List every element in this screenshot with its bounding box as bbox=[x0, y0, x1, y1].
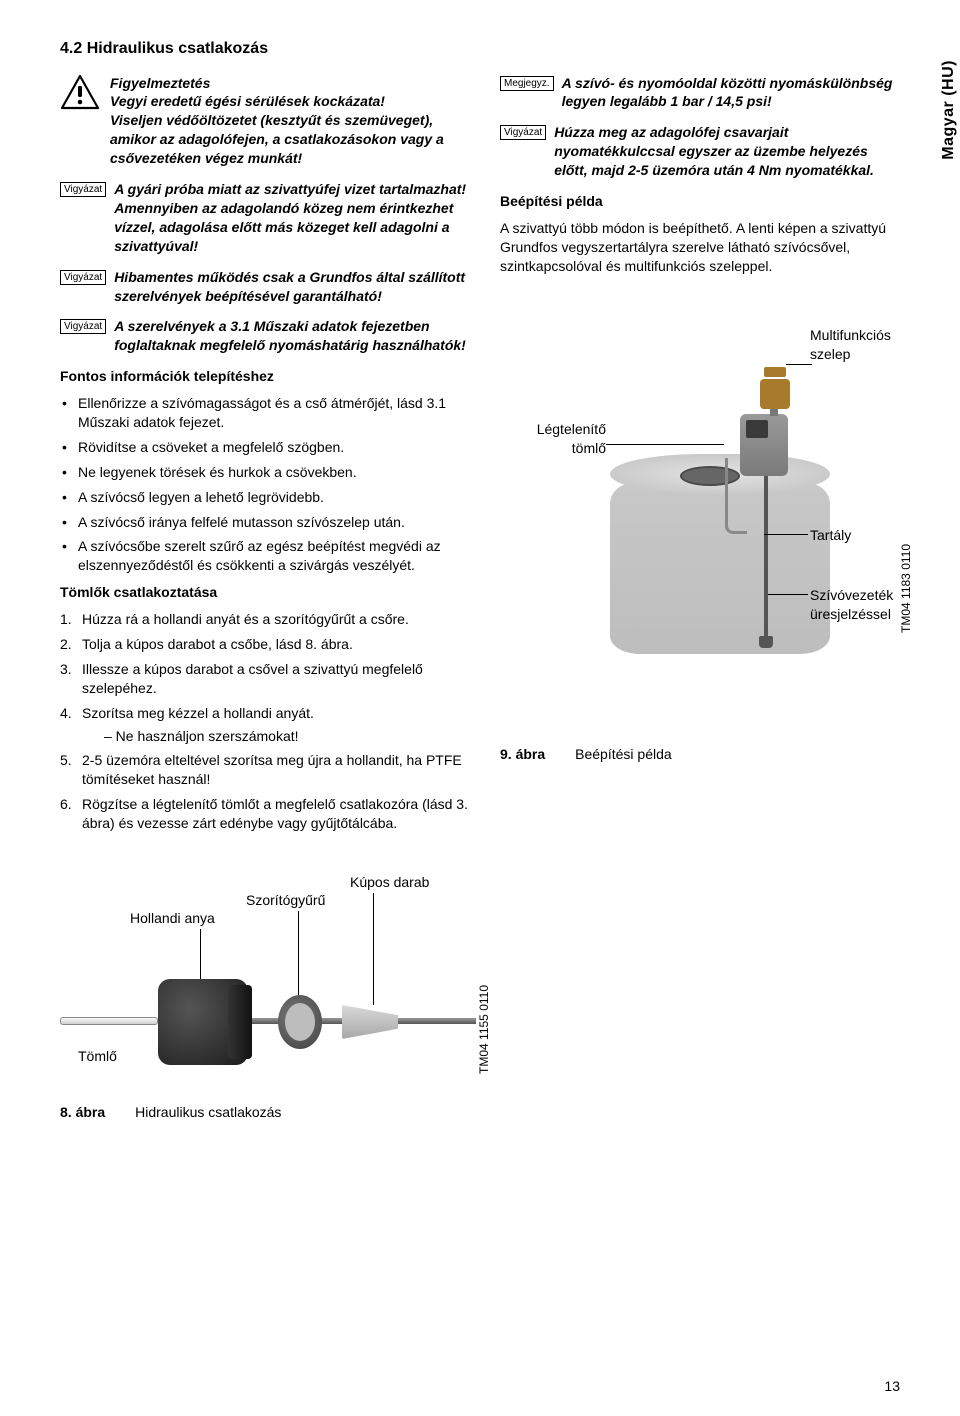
notice-label-1: Vigyázat bbox=[60, 182, 106, 197]
notice-row-1: Vigyázat A gyári próba miatt az szivatty… bbox=[60, 180, 480, 256]
fig8-label-cone: Kúpos darab bbox=[350, 873, 429, 892]
warning-block: Figyelmeztetés Vegyi eredetű égési sérül… bbox=[60, 74, 480, 168]
union-ridge-shape bbox=[228, 985, 252, 1059]
beepites-h: Beépítési példa bbox=[500, 192, 900, 211]
page-root: Magyar (HU) 4.2 Hidraulikus csatlakozás … bbox=[0, 0, 960, 1416]
page-number: 13 bbox=[884, 1377, 900, 1396]
step4-sub: – Ne használjon szerszámokat! bbox=[82, 727, 480, 746]
suction-line-shape bbox=[764, 474, 768, 642]
warning-text: Figyelmeztetés Vegyi eredetű égési sérül… bbox=[110, 74, 480, 168]
notice-row-2: Vigyázat Hibamentes működés csak a Grund… bbox=[60, 268, 480, 306]
fig8-label-ring: Szorítógyűrű bbox=[246, 891, 325, 910]
valve-shape bbox=[760, 379, 790, 409]
list-item: Ne legyenek törések és hurkok a csövekbe… bbox=[60, 463, 480, 482]
pump-display-shape bbox=[746, 420, 768, 438]
list-item: Szorítsa meg kézzel a hollandi anyát. – … bbox=[60, 704, 480, 746]
cone-shape bbox=[342, 1005, 398, 1039]
list-item: 2-5 üzemóra elteltével szorítsa meg újra… bbox=[60, 751, 480, 789]
fig9-diagram bbox=[610, 304, 840, 684]
leader-line bbox=[606, 444, 724, 445]
warning-title: Figyelmeztetés bbox=[110, 74, 480, 93]
hose-steps: Húzza rá a hollandi anyát és a szorítógy… bbox=[60, 610, 480, 833]
left-column: Figyelmeztetés Vegyi eredetű égési sérül… bbox=[60, 74, 480, 839]
right-notice-text-1: A szívó- és nyomóoldal közötti nyomáskül… bbox=[562, 74, 900, 112]
fig9-label-valve: Multifunkciós szelep bbox=[810, 326, 920, 364]
warning-line1: Vegyi eredetű égési sérülések kockázata! bbox=[110, 92, 480, 111]
notice-row-3: Vigyázat A szerelvények a 3.1 Műszaki ad… bbox=[60, 317, 480, 355]
notice-text-2: Hibamentes működés csak a Grundfos által… bbox=[114, 268, 480, 306]
fig8-label-nut: Hollandi anya bbox=[130, 909, 215, 928]
install-list: Ellenőrizze a szívómagasságot és a cső á… bbox=[60, 394, 480, 575]
leader-line bbox=[764, 534, 808, 535]
leader-line bbox=[768, 594, 808, 595]
fig8-text: Hidraulikus csatlakozás bbox=[135, 1103, 281, 1122]
right-notice-text-2: Húzza meg az adagolófej csavarjait nyoma… bbox=[554, 123, 900, 180]
list-item: Illessze a kúpos darabot a csővel a sziv… bbox=[60, 660, 480, 698]
right-notice-label-2: Vigyázat bbox=[500, 125, 546, 140]
section-title: 4.2 Hidraulikus csatlakozás bbox=[60, 38, 900, 60]
fig9-caption: 9. ábra Beépítési példa bbox=[500, 745, 900, 764]
warning-triangle-icon bbox=[60, 74, 100, 115]
language-tab: Magyar (HU) bbox=[938, 60, 960, 160]
list-item: Húzza rá a hollandi anyát és a szorítógy… bbox=[60, 610, 480, 629]
suction-foot-shape bbox=[759, 636, 773, 648]
tube-shape bbox=[60, 1017, 158, 1025]
leader-line bbox=[786, 364, 812, 365]
fig9-text: Beépítési példa bbox=[575, 745, 672, 764]
list-item: A szívócsőbe szerelt szűrő az egész beép… bbox=[60, 537, 480, 575]
right-notice-2: Vigyázat Húzza meg az adagolófej csavarj… bbox=[500, 123, 900, 180]
list-item: Rövidítse a csöveket a megfelelő szögben… bbox=[60, 438, 480, 457]
list-item: Tolja a kúpos darabot a csőbe, lásd 8. á… bbox=[60, 635, 480, 654]
right-column: Megjegyz. A szívó- és nyomóoldal közötti… bbox=[500, 74, 900, 839]
warning-line2: Viseljen védőöltözetet (kesztyűt és szem… bbox=[110, 111, 480, 168]
install-heading: Fontos információk telepítéshez bbox=[60, 367, 480, 386]
beepites-text: A szivattyú több módon is beépíthető. A … bbox=[500, 219, 900, 276]
notice-text-1: A gyári próba miatt az szivattyúfej vize… bbox=[114, 180, 480, 256]
tank-body-shape bbox=[610, 484, 830, 654]
list-item: A szívócső iránya felfelé mutasson szívó… bbox=[60, 513, 480, 532]
pump-body-shape bbox=[740, 414, 788, 476]
fig9-code: TM04 1183 0110 bbox=[898, 544, 914, 633]
list-item: A szívócső legyen a lehető legrövidebb. bbox=[60, 488, 480, 507]
notice1-a: A gyári próba miatt az szivattyúfej vize… bbox=[114, 180, 480, 199]
hose-heading: Tömlők csatlakoztatása bbox=[60, 583, 480, 602]
fig8-caption: 8. ábra Hidraulikus csatlakozás bbox=[60, 1103, 281, 1122]
clamp-ring-inner-shape bbox=[285, 1003, 315, 1041]
fig8-no: 8. ábra bbox=[60, 1103, 105, 1122]
right-notice-1: Megjegyz. A szívó- és nyomóoldal közötti… bbox=[500, 74, 900, 112]
fig9-label-tank: Tartály bbox=[810, 526, 851, 545]
notice-label-2: Vigyázat bbox=[60, 270, 106, 285]
figure-9: Multifunkciós szelep Légtelenítő tömlő T… bbox=[500, 294, 900, 764]
notice1-b: Amennyiben az adagolandó közeg nem érint… bbox=[114, 199, 480, 256]
two-column-layout: Figyelmeztetés Vegyi eredetű égési sérül… bbox=[60, 74, 900, 839]
list-item: Ellenőrizze a szívómagasságot és a cső á… bbox=[60, 394, 480, 432]
list-item: Rögzítse a légtelenítő tömlőt a megfelel… bbox=[60, 795, 480, 833]
fig8-code: TM04 1155 0110 bbox=[476, 985, 492, 1074]
figure-8-area: Kúpos darab Szorítógyűrű Hollandi anya T… bbox=[60, 875, 480, 1135]
right-notice-label-1: Megjegyz. bbox=[500, 76, 554, 91]
fig8-label-tube: Tömlő bbox=[78, 1047, 117, 1066]
valve-handle-shape bbox=[764, 367, 786, 377]
fig8-diagram bbox=[60, 955, 480, 1085]
notice-text-3: A szerelvények a 3.1 Műszaki adatok feje… bbox=[114, 317, 480, 355]
step4-text: Szorítsa meg kézzel a hollandi anyát. bbox=[82, 705, 314, 721]
fig9-no: 9. ábra bbox=[500, 745, 545, 764]
fig9-label-vent: Légtelenítő tömlő bbox=[506, 420, 606, 458]
notice-label-3: Vigyázat bbox=[60, 319, 106, 334]
